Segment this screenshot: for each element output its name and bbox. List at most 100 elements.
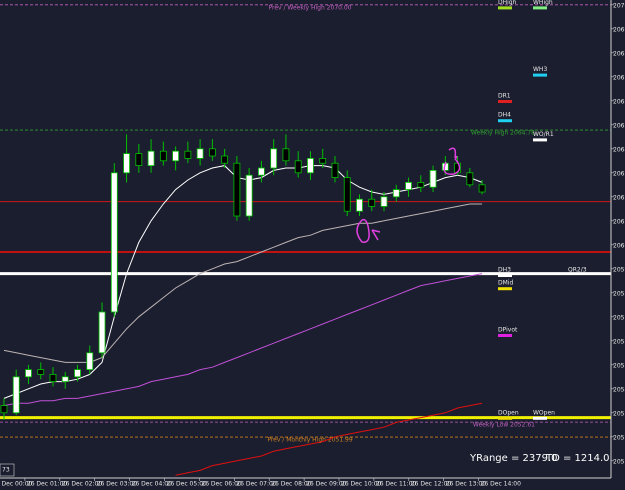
candle-body: [123, 153, 130, 174]
candle-body: [61, 376, 69, 382]
pivot-swatch: [498, 274, 512, 277]
candle-body: [147, 150, 155, 166]
x-tick-label: 26 Dec 05:00: [167, 481, 208, 488]
pivot-swatch: [498, 6, 512, 10]
corner-box: [0, 463, 15, 477]
candle-body: [184, 150, 192, 159]
y-tick-label: 2059.0: [613, 266, 625, 273]
pivot-label: DOpen: [498, 409, 519, 416]
pivot-label: DH4: [498, 112, 511, 119]
candle-body: [294, 160, 302, 174]
candle-body: [368, 198, 376, 207]
y-tick-label: 2070.0: [613, 2, 625, 9]
pivot-label: DR1: [498, 93, 511, 100]
footer-text: YRange = 2379.0: [469, 453, 558, 464]
candle-body: [135, 153, 143, 167]
candle-body: [405, 181, 412, 190]
plot-area: Prev / Weekly High 2070.00 Weekly High 20…: [0, 4, 611, 476]
candle-body: [270, 148, 278, 169]
pivot-swatch: [498, 119, 512, 123]
candle-body: [49, 373, 57, 382]
x-tick-label: 26 Dec 14:00: [481, 481, 522, 488]
y-tick-label: 2065.0: [613, 122, 625, 129]
y-tick-label: 2053.0: [613, 410, 625, 417]
candle-body: [356, 198, 363, 212]
corner-label: 73: [2, 467, 10, 474]
x-tick-label: 26 Dec 13:00: [446, 481, 487, 488]
candle-body: [343, 177, 351, 212]
y-tick-label: 2069.0: [613, 26, 625, 33]
pivot-label: DPivot: [498, 327, 518, 334]
y-tick-label: 2056.0: [613, 338, 625, 345]
y-tick-label: 2054.0: [613, 386, 625, 393]
x-tick-label: 26 Dec 10:00: [341, 481, 382, 488]
y-tick-label: 2051.0: [613, 458, 625, 465]
x-tick-label: 26 Dec 08:00: [271, 481, 312, 488]
level-label: Weekly Low 2052.61: [473, 422, 535, 429]
candle-body: [478, 184, 486, 193]
candle-body: [196, 148, 204, 159]
candle-body: [74, 369, 81, 378]
candle-body: [466, 172, 474, 186]
pivot-swatch: [498, 287, 512, 291]
indicator-line: [3, 165, 483, 399]
y-tick-label: 2055.0: [613, 362, 625, 369]
pivot-swatch: [498, 334, 512, 337]
x-tick-label: 26 Dec 12:00: [411, 481, 452, 488]
footer-text: TD = 1214.0: [545, 453, 610, 464]
x-tick-label: 26 Dec 03:00: [97, 481, 138, 488]
x-tick-label: 26 Dec 11:00: [376, 481, 417, 488]
candle-body: [392, 189, 400, 198]
candle-body: [208, 148, 216, 157]
candle-body: [0, 405, 8, 414]
y-tick-label: 2064.0: [613, 146, 625, 153]
annotation-scribble: [356, 218, 381, 243]
annotation-scribble: [443, 147, 461, 175]
pivot-swatch: [498, 100, 512, 103]
y-tick-label: 2057.0: [613, 314, 625, 321]
candle-body: [380, 196, 388, 207]
candle-body: [25, 369, 32, 378]
pivot-label: WO/R1: [533, 131, 554, 138]
pivot-swatch: [533, 416, 547, 420]
x-tick-label: 26 Dec 06:00: [201, 481, 242, 488]
candle-body: [233, 162, 241, 217]
x-tick-label: 26 Dec 04:00: [132, 481, 173, 488]
y-tick-label: 2052.0: [613, 434, 625, 441]
candle-body: [98, 311, 106, 354]
candle-body: [172, 150, 179, 162]
x-tick-label: 26 Dec 09:00: [306, 481, 347, 488]
pivot-label: WHigh: [533, 0, 553, 6]
x-tick-label: 26 Dec 02:00: [62, 481, 103, 488]
y-tick-label: 2067.0: [613, 74, 625, 81]
x-tick-label: 26 Dec 07:00: [236, 481, 277, 488]
candle-body: [12, 376, 20, 414]
candle-body: [221, 155, 229, 164]
y-tick-label: 2060.0: [613, 242, 625, 249]
pivot-label: WH3: [533, 66, 547, 73]
pivot-label: QR2/3: [568, 267, 587, 274]
pivot-swatch: [533, 73, 547, 77]
indicator-line: [3, 273, 483, 407]
y-tick-label: 2063.0: [613, 170, 625, 177]
y-tick-label: 2061.0: [613, 218, 625, 225]
pivot-label: DH3: [498, 267, 511, 274]
y-tick-label: 2066.0: [613, 98, 625, 105]
x-tick-label: 26 Dec 01:00: [27, 481, 68, 488]
candle-body: [258, 167, 265, 176]
level-label: Weekly High 2064.78: [471, 130, 535, 137]
level-label: Prev / Monthly High 2051.99: [267, 437, 353, 444]
candle-body: [331, 162, 339, 178]
pivot-swatch: [498, 416, 512, 420]
level-label: Prev / Weekly High 2070.00: [269, 4, 352, 11]
candle-body: [37, 369, 45, 375]
indicator-line: [3, 203, 483, 363]
candle-body: [282, 148, 290, 162]
candle-body: [159, 150, 167, 162]
pivot-label: WOpen: [533, 409, 555, 416]
candle-body: [245, 174, 253, 217]
pivot-label: DHigh: [498, 0, 517, 6]
